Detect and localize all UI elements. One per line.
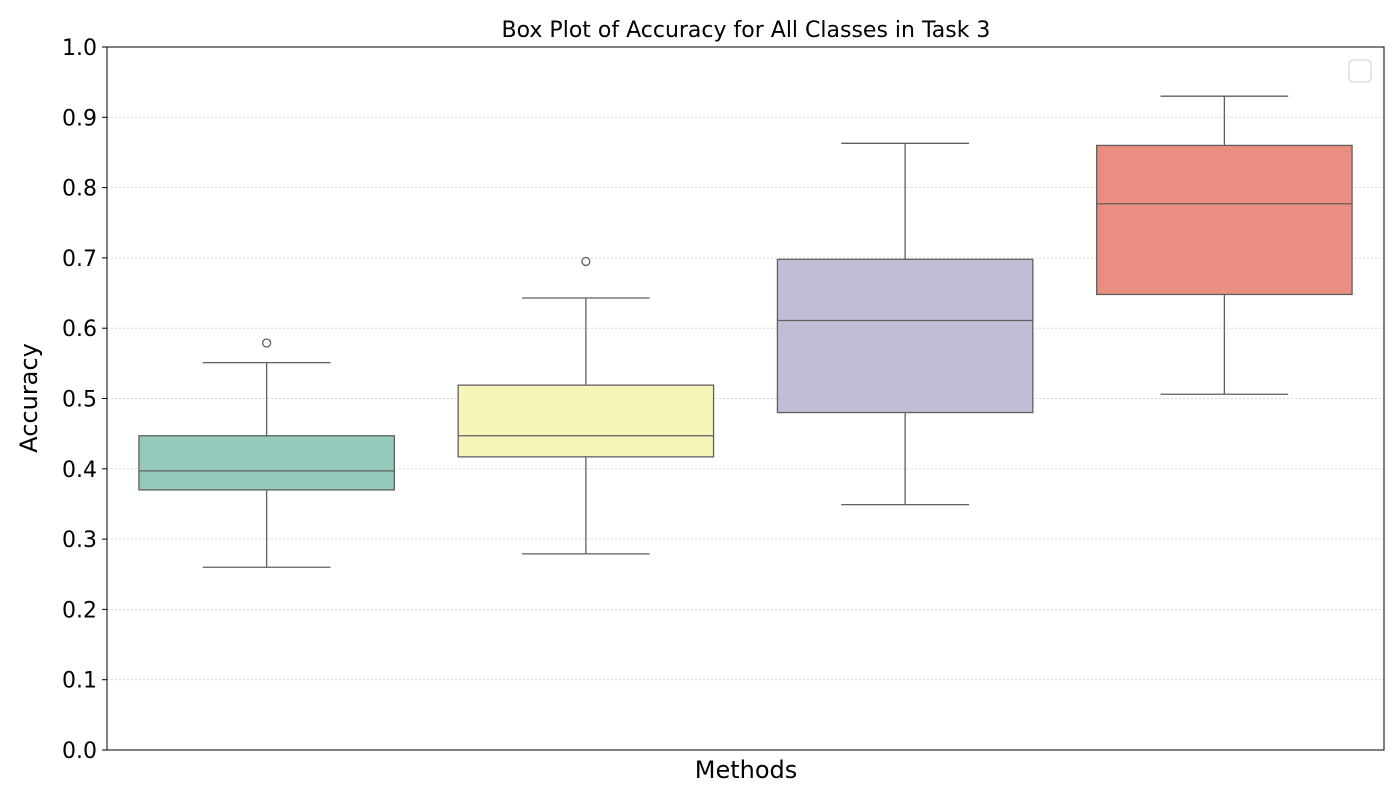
y-tick-label: 0.6 [62,317,97,342]
y-tick-label: 0.7 [62,247,97,272]
y-tick-label: 0.5 [62,388,97,413]
box-group [776,142,1034,506]
box-iqr [138,435,395,491]
box-group [1096,95,1353,395]
y-tick-label: 0.9 [62,106,97,131]
y-tick-label: 0.1 [62,669,97,694]
x-axis-label: Methods [695,756,798,784]
y-tick-label: 0.2 [62,598,97,623]
box-iqr [776,258,1034,414]
boxes [138,95,1353,568]
outlier-point [581,256,591,267]
y-tick-label: 0.4 [62,458,97,483]
y-axis-label: Accuracy [15,343,43,453]
chart-title: Box Plot of Accuracy for All Classes in … [502,18,991,43]
plot-frame [106,46,1385,751]
y-tick-label: 1.0 [62,36,97,61]
y-tick-labels: 0.0 0.1 0.2 0.3 0.4 0.5 0.6 0.7 0.8 0.9 1.0 [62,36,107,764]
box-iqr [1096,144,1353,296]
box-group [457,256,715,555]
y-tick-label: 0.8 [62,177,97,202]
legend-box [1348,59,1372,83]
y-tick-label: 0.0 [62,739,97,764]
outlier-point [261,338,272,348]
box-group [138,338,395,568]
y-tick-label: 0.3 [62,528,97,553]
box-iqr [457,384,715,458]
